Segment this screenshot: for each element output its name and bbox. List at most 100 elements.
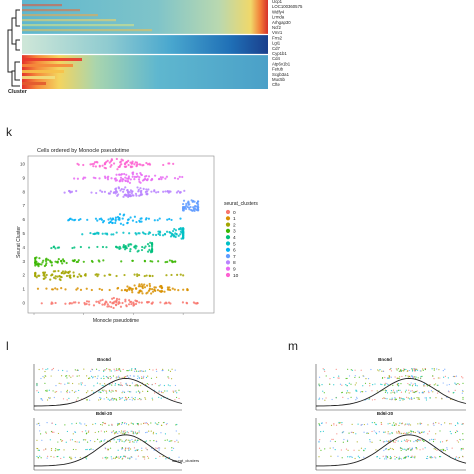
y-tick-label: 4	[22, 245, 25, 250]
expression-point	[418, 397, 420, 399]
expression-point	[351, 456, 353, 458]
expression-point	[397, 440, 399, 442]
expression-point	[46, 390, 48, 392]
expression-point	[145, 431, 147, 434]
expression-point	[117, 439, 119, 441]
point-cluster-0	[130, 300, 133, 303]
point-cluster-0	[74, 301, 77, 304]
expression-point	[62, 369, 64, 372]
expression-point	[111, 397, 113, 400]
point-cluster-9	[127, 177, 130, 180]
point-cluster-5	[138, 232, 141, 235]
expression-point	[394, 399, 396, 401]
expression-point	[120, 397, 122, 399]
legend-swatch-8	[225, 260, 231, 265]
expression-point	[119, 438, 121, 440]
point-cluster-3	[40, 263, 43, 266]
point-cluster-8	[114, 192, 117, 195]
expression-point	[93, 385, 95, 387]
point-cluster-6	[116, 215, 120, 219]
point-cluster-2	[52, 270, 55, 273]
point-cluster-10	[89, 163, 92, 166]
expression-point	[117, 376, 119, 379]
expression-point	[424, 447, 426, 449]
expression-point	[80, 384, 82, 386]
expression-point	[365, 377, 367, 380]
point-cluster-10	[124, 161, 127, 164]
expression-point	[74, 369, 76, 371]
expression-point	[144, 456, 146, 458]
expression-point	[332, 438, 334, 440]
expression-point	[395, 398, 398, 400]
point-cluster-2	[65, 274, 69, 278]
expression-point	[402, 370, 404, 372]
point-cluster-0	[109, 301, 112, 304]
expression-point	[72, 433, 74, 435]
expression-point	[100, 423, 102, 426]
expression-point	[413, 397, 415, 399]
expression-point	[407, 376, 409, 378]
expression-point	[39, 455, 41, 457]
point-cluster-4	[115, 246, 118, 249]
expression-point	[384, 448, 386, 450]
point-cluster-4	[52, 245, 55, 249]
point-cluster-8	[95, 191, 98, 195]
expression-point	[169, 370, 172, 373]
expression-point	[318, 447, 321, 449]
expression-point	[391, 448, 393, 450]
point-cluster-0	[136, 300, 139, 303]
expression-point	[146, 449, 149, 451]
expression-point	[338, 375, 340, 377]
expression-point	[336, 433, 338, 435]
y-tick-label: 7	[22, 203, 25, 208]
expression-point	[399, 369, 402, 371]
expression-point	[135, 385, 137, 387]
point-cluster-8	[155, 191, 158, 194]
expression-point	[339, 422, 341, 424]
point-cluster-10	[103, 162, 107, 166]
expression-point	[389, 433, 391, 435]
expression-point	[373, 422, 376, 424]
expression-point	[398, 457, 400, 460]
point-cluster-0	[151, 301, 154, 304]
expression-point	[133, 447, 136, 449]
point-cluster-5	[157, 232, 160, 236]
expression-point	[134, 385, 136, 387]
expression-point	[132, 398, 134, 400]
expression-point	[143, 370, 145, 372]
expression-point	[458, 456, 461, 459]
point-cluster-4	[56, 246, 60, 249]
expression-point	[141, 376, 143, 378]
expression-point	[392, 440, 394, 442]
expression-point	[382, 441, 384, 443]
expression-point	[139, 370, 141, 372]
expression-point	[141, 377, 143, 379]
expression-point	[363, 431, 365, 433]
expression-point	[159, 384, 161, 386]
point-cluster-3	[77, 259, 80, 262]
expression-point	[104, 447, 106, 449]
point-cluster-1	[133, 284, 136, 287]
point-cluster-0	[112, 306, 115, 310]
expression-point	[419, 370, 421, 372]
expression-point	[369, 382, 371, 385]
expression-point	[461, 392, 463, 394]
expression-point	[401, 375, 403, 378]
point-cluster-0	[70, 302, 73, 305]
expression-point	[115, 368, 118, 370]
point-cluster-10	[135, 161, 139, 164]
gene-label: Wdfy4	[272, 9, 285, 14]
point-cluster-0	[119, 305, 123, 308]
point-cluster-7	[182, 207, 185, 210]
expression-point	[429, 397, 431, 399]
expression-point	[432, 391, 434, 393]
expression-point	[369, 441, 371, 443]
point-cluster-6	[114, 216, 118, 219]
expression-point	[104, 369, 106, 371]
expression-point	[415, 376, 417, 378]
expression-point	[175, 424, 177, 426]
point-cluster-1	[51, 288, 55, 291]
expression-point	[447, 377, 449, 379]
expression-point	[440, 456, 442, 458]
point-cluster-6	[145, 217, 148, 220]
